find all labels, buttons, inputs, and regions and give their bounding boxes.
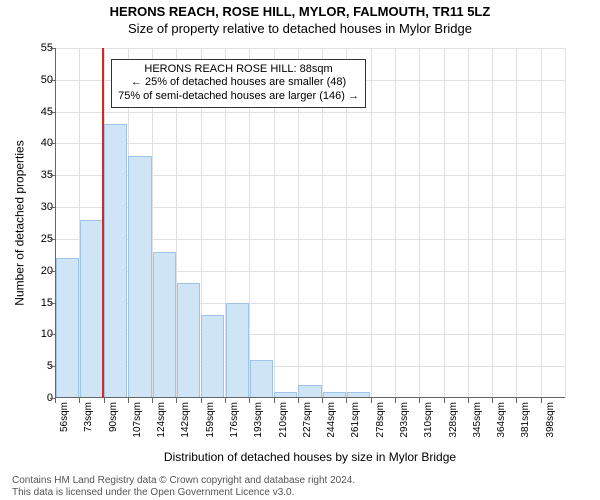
- x-tick-label: 142sqm: [180, 402, 191, 452]
- x-tick-label: 159sqm: [205, 402, 216, 452]
- x-tick-label: 107sqm: [132, 402, 143, 452]
- x-tick-label: 73sqm: [83, 402, 94, 452]
- y-tick-label: 50: [25, 74, 53, 86]
- y-tick-label: 35: [25, 169, 53, 181]
- x-tick-label: 345sqm: [472, 402, 483, 452]
- footer-line-1: Contains HM Land Registry data © Crown c…: [12, 475, 355, 487]
- x-tick-label: 176sqm: [229, 402, 240, 452]
- x-ticks: 56sqm 73sqm 90sqm 107sqm 124sqm 142sqm 159sqm 1…: [55, 398, 565, 453]
- y-tick-label: 0: [25, 392, 53, 404]
- annotation-line-2: ← 25% of detached houses are smaller (48…: [118, 76, 359, 90]
- y-tick-label: 40: [25, 137, 53, 149]
- y-tick-label: 55: [25, 42, 53, 54]
- x-axis-label: Distribution of detached houses by size …: [55, 450, 565, 464]
- x-tick-label: 293sqm: [399, 402, 410, 452]
- x-tick-label: 244sqm: [326, 402, 337, 452]
- x-tick-label: 193sqm: [253, 402, 264, 452]
- x-tick-label: 124sqm: [156, 402, 167, 452]
- y-tick-label: 5: [25, 360, 53, 372]
- x-tick-label: 310sqm: [423, 402, 434, 452]
- title-block: HERONS REACH, ROSE HILL, MYLOR, FALMOUTH…: [0, 0, 600, 36]
- footer: Contains HM Land Registry data © Crown c…: [12, 475, 355, 498]
- x-tick-label: 227sqm: [302, 402, 313, 452]
- x-tick-label: 328sqm: [448, 402, 459, 452]
- annotation-line-1: HERONS REACH ROSE HILL: 88sqm: [118, 63, 359, 77]
- y-tick-label: 15: [25, 297, 53, 309]
- annotation-line-3: 75% of semi-detached houses are larger (…: [118, 90, 359, 104]
- marker-line: [102, 48, 104, 398]
- y-tick-label: 45: [25, 106, 53, 118]
- chart-container: HERONS REACH, ROSE HILL, MYLOR, FALMOUTH…: [0, 0, 600, 500]
- x-tick-label: 381sqm: [520, 402, 531, 452]
- x-tick-label: 278sqm: [375, 402, 386, 452]
- x-tick-label: 398sqm: [545, 402, 556, 452]
- footer-line-2: This data is licensed under the Open Gov…: [12, 487, 355, 499]
- y-ticks: 0510152025303540455055: [25, 48, 53, 398]
- y-tick-label: 10: [25, 328, 53, 340]
- y-tick-label: 30: [25, 201, 53, 213]
- annotation-box: HERONS REACH ROSE HILL: 88sqm ← 25% of d…: [111, 59, 366, 108]
- x-tick-label: 56sqm: [59, 402, 70, 452]
- x-tick-label: 90sqm: [108, 402, 119, 452]
- title-sub: Size of property relative to detached ho…: [0, 21, 600, 36]
- x-tick-label: 364sqm: [496, 402, 507, 452]
- y-tick-label: 20: [25, 265, 53, 277]
- plot-area: HERONS REACH ROSE HILL: 88sqm ← 25% of d…: [55, 48, 565, 398]
- title-main: HERONS REACH, ROSE HILL, MYLOR, FALMOUTH…: [0, 4, 600, 19]
- x-tick-label: 210sqm: [278, 402, 289, 452]
- y-tick-label: 25: [25, 233, 53, 245]
- x-tick-label: 261sqm: [350, 402, 361, 452]
